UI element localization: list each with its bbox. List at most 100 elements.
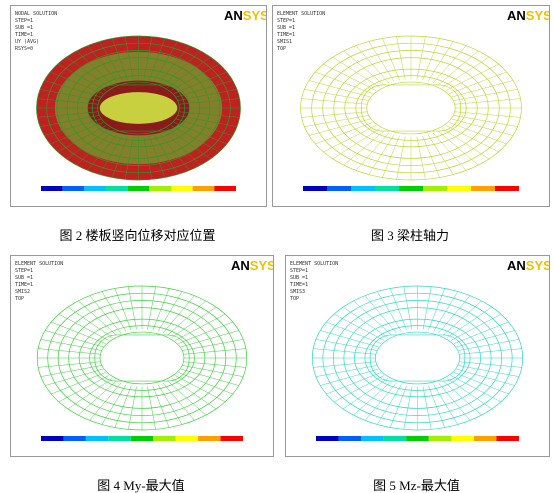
header-line: TIME=1 [15,282,33,288]
mesh-rib [76,130,114,166]
legend-swatch [130,436,154,441]
mesh-rib [353,380,393,416]
mesh-rib [171,378,217,410]
mesh-rib [57,63,107,91]
header-line: TOP [277,46,286,52]
mesh-rib [178,98,240,105]
mesh-rib [445,125,499,153]
mesh-ring [364,325,471,391]
mesh-rib [176,118,233,136]
ansys-logo: ANSYS [507,8,550,23]
mesh-rib [382,135,400,178]
mesh-rib [442,56,490,88]
mesh-rib [416,36,426,80]
logo-an: AN [224,8,243,23]
mesh-rib [67,306,113,338]
legend-swatch [127,186,150,191]
mesh-rib [167,300,206,336]
logo-sys: SYS [250,258,274,273]
mesh-rib [167,380,206,416]
header-line: SUB =1 [15,25,33,31]
header-line: TIME=1 [290,282,308,288]
mesh-rib [152,385,170,428]
mesh-rib [447,378,493,410]
mesh-rib [163,50,201,86]
header-line: SUB =1 [290,275,308,281]
mesh-ring [99,331,185,385]
mesh-rib [422,286,432,330]
logo-an: AN [507,8,526,23]
header-line: SMIS3 [290,289,305,295]
mesh-rib [178,372,233,395]
legend-swatch [406,436,429,441]
mesh-rib [442,380,482,416]
mesh-ring [366,81,456,135]
mesh-rib [67,378,113,410]
mesh-rib [114,385,132,428]
mesh-rib [128,286,137,330]
mesh-rib [180,368,239,386]
mesh-rib [433,384,458,425]
mesh-rib [447,306,493,338]
mesh-rib [124,36,134,80]
mesh-rib [428,288,445,331]
mesh-rib [427,134,454,175]
mesh-rib [342,378,388,410]
legend-swatch [361,436,384,441]
mesh-rib [458,339,520,351]
mesh-rib [153,134,178,175]
mesh-rib [315,365,377,377]
mesh-rib [355,45,390,84]
mesh-rib [39,115,100,127]
mesh-rib [87,132,119,171]
legend-swatch [383,436,407,441]
mesh-rib [180,330,239,348]
mesh-rib [428,385,445,428]
header-line: SMIS1 [277,39,292,45]
mesh-ring [375,331,460,385]
figure-caption: 图 4 My-最大值 [97,478,185,493]
header-line: STEP=1 [15,18,33,24]
mesh-rib [326,321,382,344]
mesh-rib [170,63,220,91]
mesh-rib [355,132,390,171]
mesh-rib [44,118,101,136]
mesh-rib [315,339,377,351]
mesh-rib [308,80,371,98]
mesh-rib [111,38,129,81]
mesh-rib [170,125,220,153]
mesh-rib [175,313,226,341]
mesh-rib [167,128,211,160]
mesh-rib [301,98,368,105]
logo-an: AN [507,258,526,273]
mesh-rib [438,382,471,421]
mesh-rib [101,291,127,332]
mesh-rib [143,36,153,80]
mesh-rib [456,330,515,348]
figure-caption: 图 5 Mz-最大值 [373,478,460,493]
mesh-rib [432,45,467,84]
legend-swatch [423,186,447,191]
mesh-rib [58,313,109,341]
header-line: STEP=1 [277,18,295,24]
legend-swatch [62,186,85,191]
header-line: STEP=1 [290,268,308,274]
mesh-rib [364,295,397,334]
mesh-rib [343,50,385,86]
mesh-rib [50,122,104,145]
mesh-rib [111,135,129,178]
mesh-rib [124,136,134,180]
mesh-rib [58,375,109,403]
mesh-rib [158,132,190,171]
mesh-rib [183,348,246,355]
mesh-rib [51,321,106,344]
mesh-rib [178,111,240,118]
logo-sys: SYS [526,8,550,23]
mesh-rib [437,50,479,86]
mesh-rib [342,306,388,338]
header-line: ELEMENT SOLUTION [277,11,325,17]
mesh-rib [453,115,518,127]
mesh-rib [89,382,122,421]
mesh-rib [427,41,454,82]
